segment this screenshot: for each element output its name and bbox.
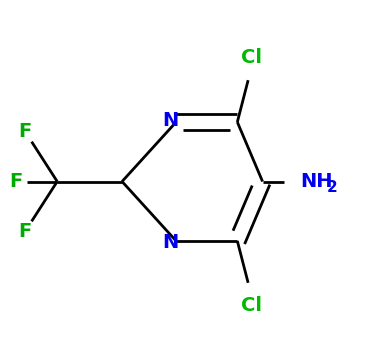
Text: N: N <box>163 233 179 252</box>
Text: F: F <box>18 223 31 241</box>
Text: Cl: Cl <box>241 48 262 67</box>
Text: F: F <box>18 122 31 140</box>
Text: NH: NH <box>300 172 333 191</box>
Text: 2: 2 <box>327 180 338 196</box>
Text: F: F <box>9 172 22 191</box>
Text: Cl: Cl <box>241 296 262 315</box>
Text: N: N <box>163 111 179 130</box>
